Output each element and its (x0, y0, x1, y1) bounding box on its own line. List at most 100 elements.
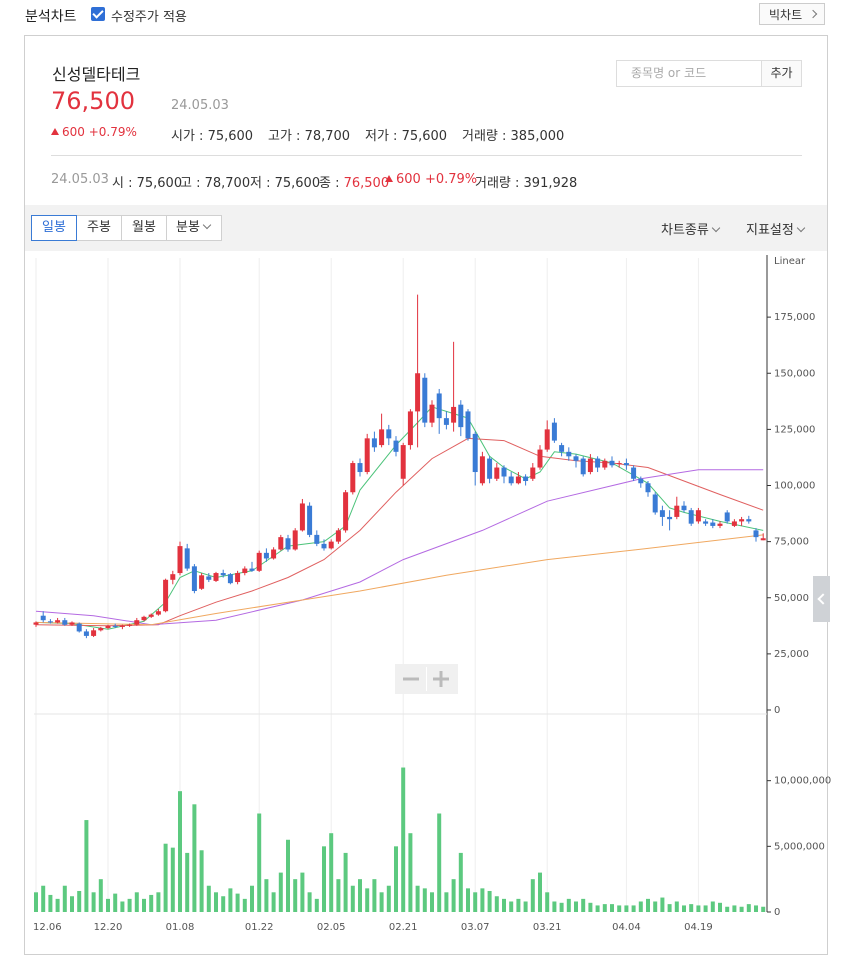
y-tick-label: 0 (774, 705, 780, 716)
candle-body (688, 510, 694, 524)
candle-body (91, 630, 97, 636)
volume-bar (307, 892, 312, 912)
candle-body (695, 510, 701, 522)
y-tick-label: 50,000 (774, 593, 809, 604)
volume-bar (545, 892, 550, 912)
candle-body (263, 552, 269, 559)
close-value: 76,500 (343, 176, 390, 191)
candle-body (501, 467, 507, 477)
candle-body (537, 449, 543, 468)
volume-bar (739, 906, 744, 912)
candle-body (292, 530, 298, 550)
add-button[interactable]: 추가 (761, 60, 802, 87)
zoom-icons (403, 667, 449, 691)
volume-bar (379, 892, 384, 912)
menu-label: 지표설정 (746, 223, 794, 238)
change-amount: 600 (62, 125, 85, 139)
y-tick-label: 75,000 (774, 537, 809, 548)
x-tick-label: 03.21 (533, 922, 562, 933)
volume-bar (163, 843, 168, 912)
candle-body (731, 521, 737, 526)
candle-body (170, 574, 176, 580)
volume-bar (509, 901, 514, 912)
candle-body (350, 463, 356, 493)
volume-bar (732, 905, 737, 912)
volume-bar (710, 901, 715, 912)
candle-body (343, 492, 349, 531)
volume-bar (221, 896, 226, 912)
candle-body (429, 404, 435, 423)
candle-body (415, 373, 421, 412)
volume-bar (530, 879, 535, 912)
volume-bar (365, 888, 370, 912)
y-tick-label: 100,000 (774, 481, 815, 492)
checkbox[interactable] (91, 7, 105, 21)
candle-body (148, 614, 154, 617)
volume-bar (394, 846, 398, 912)
tab[interactable]: 일봉 (31, 215, 77, 241)
tab[interactable]: 분봉 (166, 215, 222, 241)
candle-body (400, 445, 406, 479)
x-tick-label: 02.05 (317, 922, 346, 933)
tab[interactable]: 주봉 (76, 215, 122, 241)
candle-body (508, 476, 514, 484)
price-change: 600 +0.79% (51, 125, 137, 139)
volume-bar (271, 892, 276, 912)
volume-bar (77, 890, 82, 912)
y-tick-label: 5,000,000 (774, 841, 825, 852)
volume-bar (386, 885, 391, 912)
candle-body (285, 538, 291, 550)
info-close: 종 : 76,500 (319, 172, 389, 191)
candle-body (314, 534, 320, 544)
y-tick-label: 175,000 (774, 312, 815, 323)
candle-body (98, 628, 104, 631)
menu[interactable]: 지표설정 (746, 219, 806, 238)
volume-bar (34, 892, 38, 912)
volume-bar (653, 901, 658, 912)
divider (51, 155, 802, 156)
volume-bar (502, 898, 506, 912)
checkbox-label[interactable]: 수정주가 적용 (111, 10, 187, 25)
volume-bar (682, 905, 686, 912)
volume-bar (264, 879, 269, 912)
volume-bar (113, 893, 118, 912)
candle-body (134, 620, 140, 625)
candle-body (443, 418, 449, 425)
info-change: 600 +0.79% (385, 172, 477, 187)
volume-bar (538, 872, 542, 912)
menu[interactable]: 차트종류 (661, 219, 721, 238)
candle-body (753, 530, 759, 538)
volume-bar (559, 902, 564, 912)
volume-bar (149, 894, 154, 912)
open-price: 시가 : 75,600 (171, 129, 254, 144)
volume-bar (761, 906, 766, 912)
candle-body (595, 458, 601, 468)
x-tick-label: 12.20 (94, 922, 123, 933)
candle-body (746, 519, 752, 522)
volume-bar (631, 905, 636, 912)
candle-body (55, 620, 61, 623)
volume-bar (91, 892, 96, 912)
volume-bar (516, 898, 521, 912)
candle-body (278, 537, 284, 550)
candle-body (357, 463, 363, 473)
candle-body (177, 546, 183, 574)
candle-body (364, 438, 370, 473)
volume-bar (127, 898, 132, 912)
page-title: 분석차트 (25, 9, 77, 25)
side-toggle[interactable] (813, 576, 830, 622)
volume-bar (48, 894, 53, 912)
volume-bar (178, 791, 182, 912)
big-chart-button[interactable]: 빅차트 (759, 3, 825, 25)
volume-bar (617, 905, 622, 912)
volume-bar (588, 902, 593, 912)
volume-bar (336, 879, 341, 912)
volume-bar (329, 833, 334, 912)
candle-body (638, 478, 644, 484)
volume-bar (487, 890, 492, 912)
candle-body (235, 573, 241, 583)
volume-bar (278, 872, 283, 912)
candle-body (141, 616, 147, 621)
candle-body (659, 510, 665, 517)
